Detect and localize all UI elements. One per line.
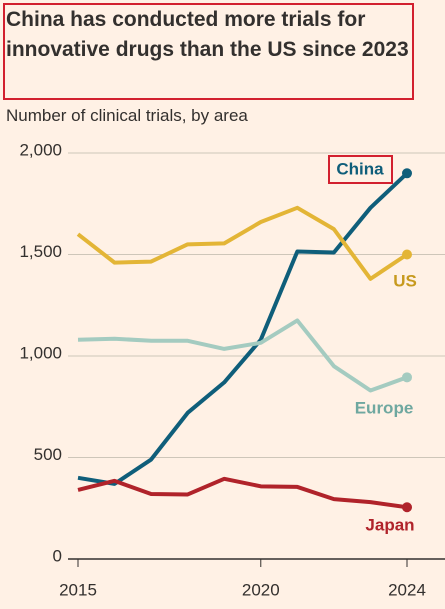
highlight-box — [3, 3, 414, 100]
series-label: Europe — [355, 398, 414, 417]
series-label: US — [393, 271, 417, 290]
highlight-box — [328, 155, 393, 184]
end-dot — [402, 249, 412, 260]
series-line — [77, 476, 408, 510]
y-tick-label: 1,000 — [19, 343, 62, 362]
y-tick-label: 1,500 — [19, 242, 62, 261]
y-tick-label: 500 — [34, 445, 62, 464]
y-tick-label: 2,000 — [19, 140, 62, 159]
series-line — [77, 171, 409, 486]
chart-title: China has conducted more trials for inno… — [6, 8, 409, 61]
end-dot — [402, 372, 412, 383]
x-tick-label: 2020 — [242, 580, 280, 599]
end-dot — [402, 502, 412, 513]
series-label: China — [336, 159, 384, 178]
y-tick-label: 0 — [53, 546, 62, 565]
end-dot — [402, 168, 412, 179]
chart-subtitle: Number of clinical trials, by area — [6, 106, 248, 125]
series-line — [77, 318, 408, 393]
x-tick-label: 2015 — [59, 580, 97, 599]
series-line — [76, 205, 409, 281]
x-tick-label: 2024 — [388, 580, 426, 599]
series-label: Japan — [365, 515, 414, 534]
